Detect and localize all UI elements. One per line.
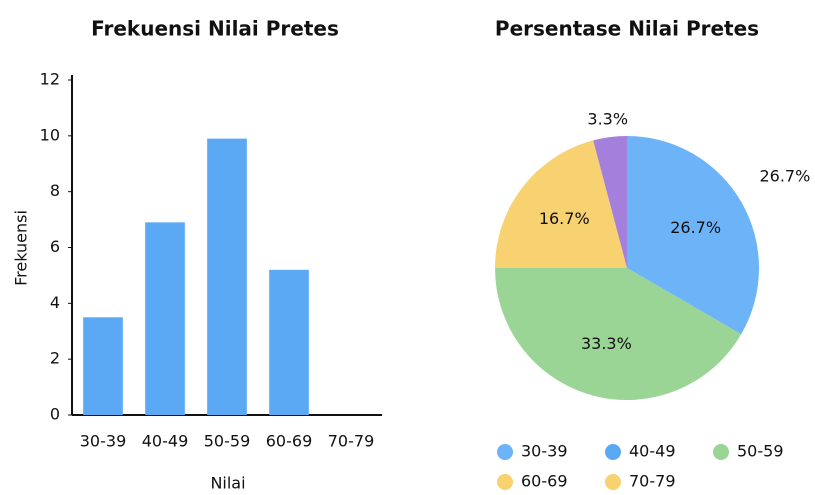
- pie-slice: [495, 268, 742, 401]
- legend-swatch: [605, 474, 621, 490]
- data-label: 3.3%: [587, 110, 628, 129]
- data-label: 26.7%: [759, 167, 810, 186]
- x-tick-label: 50-59: [204, 432, 251, 451]
- legend-label: 50-59: [737, 442, 784, 461]
- y-axis-label: Frekuensi: [12, 210, 31, 286]
- legend-swatch: [605, 444, 621, 460]
- data-label: 26.7%: [670, 218, 721, 237]
- bar: [207, 138, 247, 415]
- x-axis-label: Nilai: [210, 474, 245, 493]
- y-tick-label: 0: [50, 405, 60, 424]
- bar: [269, 269, 309, 415]
- legend-swatch: [497, 444, 513, 460]
- legend-label: 70-79: [629, 472, 676, 491]
- y-tick-label: 2: [50, 349, 60, 368]
- pie-slice: [593, 136, 627, 268]
- data-label: 33.3%: [581, 334, 632, 353]
- legend-label: 30-39: [521, 442, 568, 461]
- legend-label: 40-49: [629, 442, 676, 461]
- legend-swatch: [713, 444, 729, 460]
- chart-title: Frekuensi Nilai Pretes: [91, 17, 339, 41]
- y-tick-label: 10: [40, 125, 60, 144]
- data-label: 16.7%: [539, 209, 590, 228]
- legend-swatch: [497, 474, 513, 490]
- x-tick-label: 40-49: [142, 432, 189, 451]
- y-tick-label: 6: [50, 237, 60, 256]
- bar: [145, 222, 185, 415]
- bar: [83, 317, 123, 415]
- legend-label: 60-69: [521, 472, 568, 491]
- y-tick-label: 8: [50, 181, 60, 200]
- x-tick-label: 60-69: [266, 432, 313, 451]
- chart-title: Persentase Nilai Pretes: [495, 17, 759, 41]
- x-tick-label: 70-79: [328, 432, 375, 451]
- pie-slice: [495, 140, 627, 268]
- pie-slice: [627, 136, 759, 335]
- x-tick-label: 30-39: [80, 432, 127, 451]
- y-tick-label: 12: [40, 70, 60, 89]
- y-tick-label: 4: [50, 293, 60, 312]
